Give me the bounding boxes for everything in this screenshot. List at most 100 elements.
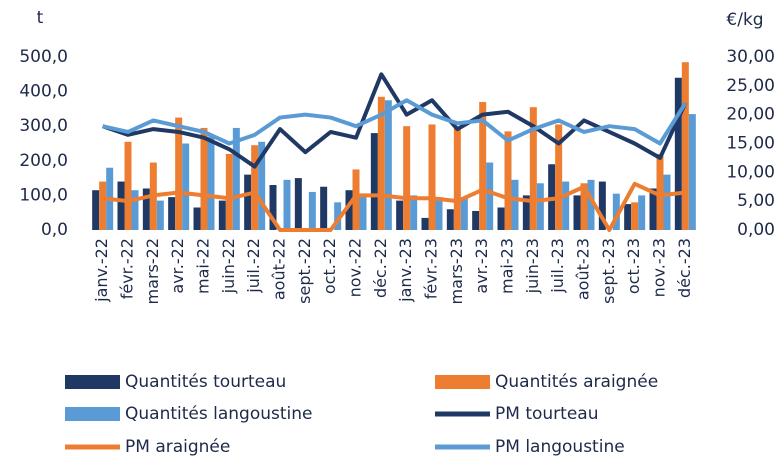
legend-label: PM tourteau: [495, 404, 598, 424]
x-tick-label: oct.-23: [624, 238, 643, 294]
bar: [453, 127, 461, 230]
bar: [218, 200, 226, 230]
bar: [511, 179, 519, 230]
x-tick-label: sept.-23: [599, 238, 618, 304]
y2-tick-label: 15,00: [726, 134, 775, 154]
bar: [92, 190, 100, 230]
bar: [529, 107, 537, 230]
x-tick-label: sept.-22: [295, 238, 314, 304]
x-tick-label: avr.-22: [168, 238, 187, 294]
bar: [638, 195, 646, 230]
bar: [168, 197, 176, 230]
y2-tick-label: 5,00: [737, 191, 775, 211]
bar: [446, 209, 454, 230]
bar: [200, 127, 208, 230]
bar: [674, 77, 682, 230]
x-tick-label: juil.-23: [548, 238, 567, 294]
bar: [182, 143, 190, 230]
legend-label: PM araignée: [125, 437, 230, 457]
bar: [624, 204, 632, 230]
bar: [631, 202, 639, 230]
line: [102, 72, 688, 169]
x-tick-label: mars-23: [447, 238, 466, 304]
bar: [207, 136, 215, 230]
bar: [308, 191, 316, 230]
bar: [345, 190, 353, 230]
bar: [193, 207, 201, 230]
bar: [334, 202, 342, 230]
x-tick-label: déc.-22: [371, 238, 390, 298]
bar: [225, 153, 233, 230]
legend-swatch: [65, 375, 120, 389]
legend-swatch: [435, 375, 490, 389]
bar: [117, 181, 125, 230]
bar: [562, 181, 570, 230]
bar: [251, 145, 259, 230]
legend-label: Quantités tourteau: [125, 372, 286, 392]
bar: [555, 124, 563, 230]
bar: [497, 207, 505, 230]
y-tick-label: 300,0: [19, 116, 68, 136]
bar: [283, 179, 291, 230]
bar: [479, 101, 487, 230]
x-tick-label: juin-23: [523, 238, 542, 294]
x-tick-label: nov.-22: [346, 238, 365, 297]
x-tick-label: déc.-23: [675, 238, 694, 298]
bar: [142, 188, 150, 230]
bar: [681, 62, 689, 230]
bar: [384, 100, 392, 230]
bar: [269, 185, 277, 230]
bar: [504, 131, 512, 230]
x-tick-label: oct.-22: [320, 238, 339, 294]
bar: [403, 126, 411, 230]
legend-label: Quantités langoustine: [125, 404, 312, 424]
y2-tick-label: 20,00: [726, 105, 775, 125]
bar: [587, 179, 595, 230]
bar: [175, 117, 183, 230]
legend-label: Quantités araignée: [495, 372, 658, 392]
bar: [428, 124, 436, 230]
y2-tick-label: 25,00: [726, 76, 775, 96]
bar: [320, 186, 328, 230]
bar: [156, 200, 164, 230]
bar: [352, 169, 360, 230]
bar: [377, 96, 385, 230]
bar: [244, 174, 252, 230]
y2-tick-label: 30,00: [726, 47, 775, 67]
bar: [598, 181, 606, 230]
x-tick-label: janv.-23: [396, 238, 415, 303]
bar: [396, 200, 404, 230]
y-tick-label: 500,0: [19, 47, 68, 67]
x-tick-label: juin-22: [219, 238, 238, 294]
x-tick-label: févr.-22: [118, 238, 137, 299]
x-tick-label: mai-23: [498, 238, 517, 294]
x-tick-label: nov.-23: [650, 238, 669, 297]
bar: [573, 195, 581, 230]
bar: [472, 210, 480, 230]
bar: [359, 195, 367, 230]
x-tick-label: mai-22: [194, 238, 213, 294]
bar: [536, 183, 544, 230]
bar: [580, 183, 588, 230]
bar: [649, 188, 657, 230]
bar: [460, 197, 468, 230]
bar: [663, 174, 671, 230]
x-tick-label: août-23: [574, 238, 593, 300]
x-tick-label: janv.-22: [92, 238, 111, 303]
bar: [522, 195, 530, 230]
x-tick-label: avr.-23: [472, 238, 491, 294]
bar: [612, 193, 620, 230]
x-tick-label: mars-22: [143, 238, 162, 304]
bar: [370, 133, 378, 230]
line: [102, 98, 688, 146]
legend-label: PM langoustine: [495, 437, 625, 457]
x-tick-label: juil.-22: [244, 238, 263, 294]
y-tick-label: 0,0: [41, 220, 68, 240]
line: [102, 181, 686, 232]
bar: [258, 141, 266, 230]
y2-tick-label: 0,00: [737, 220, 775, 240]
x-tick-label: févr.-23: [422, 238, 441, 299]
x-tick-label: août-22: [270, 238, 289, 300]
